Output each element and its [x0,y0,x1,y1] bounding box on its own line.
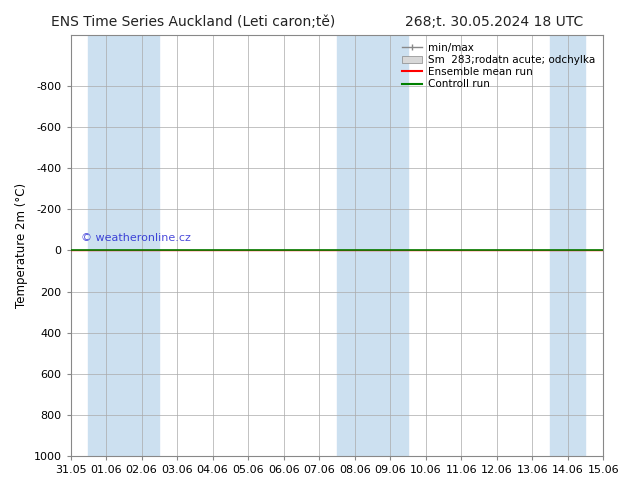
Text: ENS Time Series Auckland (Leti caron;tě): ENS Time Series Auckland (Leti caron;tě) [51,15,335,29]
Y-axis label: Temperature 2m (°C): Temperature 2m (°C) [15,183,28,308]
Bar [372,35,408,456]
Bar [124,35,159,456]
Text: © weatheronline.cz: © weatheronline.cz [81,233,191,243]
Legend: min/max, Sm  283;rodatn acute; odchylka, Ensemble mean run, Controll run: min/max, Sm 283;rodatn acute; odchylka, … [398,40,598,92]
Bar [337,35,372,456]
Bar [88,35,124,456]
Bar [550,35,585,456]
Text: 268;t. 30.05.2024 18 UTC: 268;t. 30.05.2024 18 UTC [405,15,583,29]
